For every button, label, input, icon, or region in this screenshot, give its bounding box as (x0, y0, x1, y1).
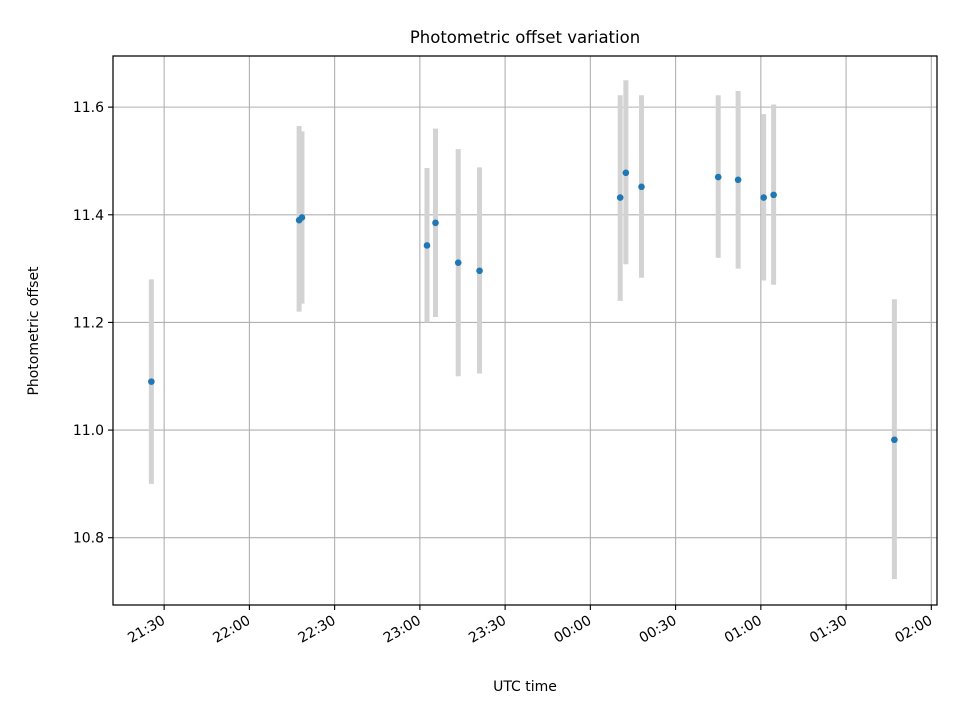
chart-title: Photometric offset variation (410, 28, 640, 47)
x-tick-label: 00:00 (551, 613, 594, 647)
y-tick-label: 11.4 (73, 208, 104, 224)
data-point (423, 242, 431, 249)
data-point (760, 194, 767, 201)
data-points (148, 169, 898, 444)
x-tick-label: 02:00 (892, 613, 935, 647)
y-tick-label: 10.8 (73, 531, 104, 547)
y-axis-label: Photometric offset (26, 266, 42, 396)
data-point (638, 183, 645, 191)
data-point (734, 176, 742, 184)
x-tick-label: 01:30 (807, 613, 850, 647)
grid-lines (113, 56, 937, 605)
x-tick-label: 22:30 (296, 613, 339, 647)
data-point (432, 219, 439, 227)
x-tick-label: 22:00 (210, 613, 253, 647)
x-axis-label: UTC time (493, 679, 557, 695)
data-point (298, 214, 306, 221)
data-point (714, 173, 722, 181)
data-point (476, 267, 483, 275)
data-point (891, 436, 898, 444)
y-tick-label: 11.6 (73, 100, 104, 116)
y-tick-label: 11.0 (73, 423, 104, 439)
x-tick-label: 23:00 (381, 613, 424, 647)
x-tick-label: 23:30 (466, 613, 509, 647)
data-point (770, 191, 777, 199)
x-tick-label: 00:30 (637, 613, 680, 647)
axis-ticks: 21:30 22:00 22:30 23:00 23:30 00:00 00:30 01:00… (73, 100, 935, 647)
y-tick-label: 11.2 (73, 315, 104, 331)
data-point (622, 169, 630, 177)
data-point (616, 194, 624, 201)
x-tick-label: 01:00 (722, 613, 765, 647)
plot-frame (112, 55, 938, 606)
error-bars (148, 80, 897, 580)
data-point (148, 378, 155, 385)
data-point (454, 259, 462, 266)
x-tick-label: 21:30 (125, 613, 168, 647)
